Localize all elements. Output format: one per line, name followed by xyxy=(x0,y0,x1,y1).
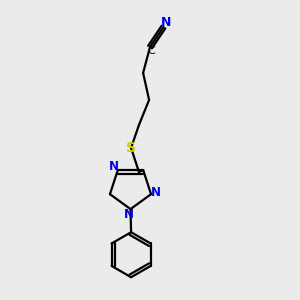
Text: C: C xyxy=(148,46,155,56)
Text: N: N xyxy=(109,160,119,173)
Text: N: N xyxy=(151,186,160,199)
Text: N: N xyxy=(124,208,134,221)
Text: S: S xyxy=(126,141,136,155)
Text: N: N xyxy=(161,16,171,29)
